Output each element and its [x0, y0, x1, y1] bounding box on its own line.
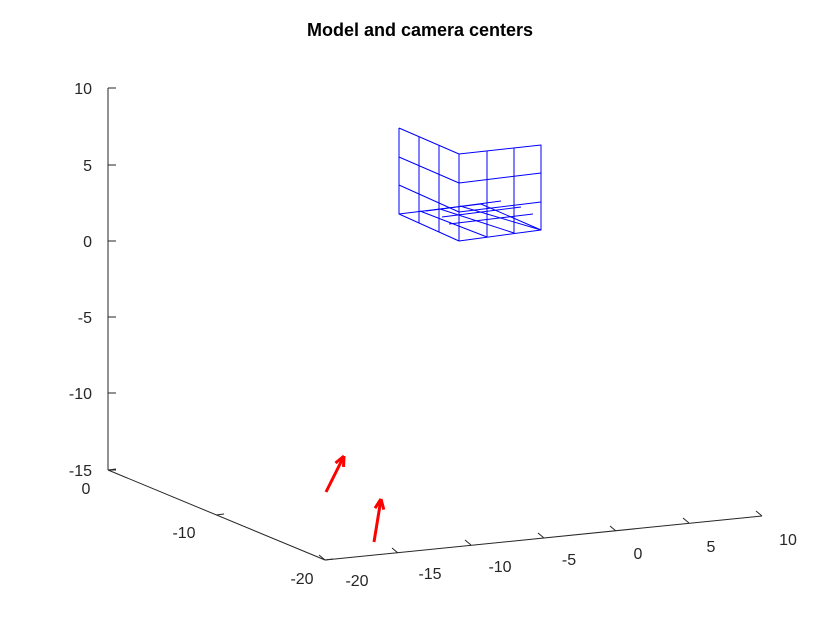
x-tick-mark: [465, 540, 471, 545]
z-tick-label: -5: [78, 310, 92, 327]
x-tick-mark: [392, 548, 398, 553]
x-tick-label: -20: [345, 573, 368, 590]
model-grid-line: [399, 157, 459, 183]
y-tick-label: -10: [172, 525, 195, 542]
y-tick-label: -20: [290, 571, 313, 588]
camera-center-1: [326, 456, 344, 492]
camera-center-2: [374, 499, 384, 542]
x-tick-label: -15: [418, 566, 441, 583]
x-tick-mark: [610, 526, 616, 531]
y-tick-mark: [216, 514, 224, 515]
x-tick-mark: [538, 533, 544, 538]
z-tick-label: 5: [83, 158, 92, 175]
x-tick-label: -10: [488, 559, 511, 576]
z-tick-label: 10: [74, 81, 92, 98]
y-tick-mark: [325, 559, 333, 560]
camera-arrow-shaft: [326, 456, 344, 492]
model-floor-edge: [399, 204, 541, 230]
x-tick-mark: [756, 511, 762, 516]
z-tick-label: -15: [69, 463, 92, 480]
model-floor-grid-line: [442, 207, 521, 217]
x-tick-label: 0: [634, 546, 643, 563]
model-grid-line: [459, 202, 541, 212]
x-tick-label: -5: [562, 552, 576, 569]
model-floor-grid-line: [420, 211, 487, 237]
z-tick-label: 0: [83, 234, 92, 251]
z-tick-label: -10: [69, 386, 92, 403]
model-grid-line: [459, 173, 541, 183]
y-tick-label: 0: [82, 481, 91, 498]
x-tick-mark: [683, 518, 689, 523]
x-tick-label: 10: [779, 532, 797, 549]
x-tick-label: 5: [707, 539, 716, 556]
chart-title: Model and camera centers: [0, 20, 840, 41]
